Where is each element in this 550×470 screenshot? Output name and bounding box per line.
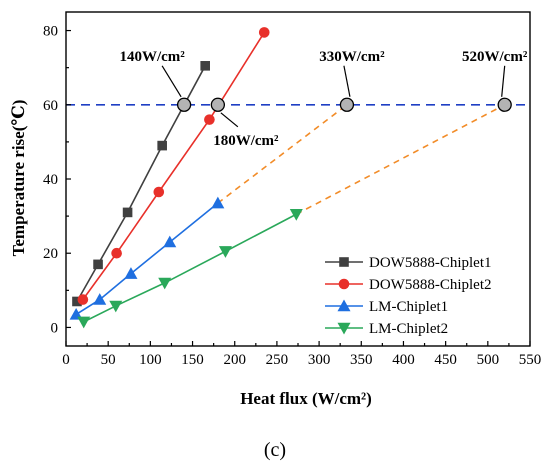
x-tick-label: 200 [223,352,246,368]
data-point [163,235,177,248]
series-dow5888-chiplet1 [72,61,210,307]
figure-caption: (c) [264,439,286,461]
annotation-arrow [161,65,182,98]
legend-marker [337,299,351,312]
x-tick-label: 0 [62,352,70,368]
data-point [289,209,303,221]
data-point [93,293,107,305]
axes: 0 50 100 150 200 250 300 350 400 450 500 550 0 20 40 60… [43,11,542,368]
annotation-label: 180W/cm² [213,133,279,149]
legend-label: DOW5888-Chiplet1 [369,255,491,271]
x-tick-label: 500 [477,352,500,368]
x-tick-label: 400 [392,352,415,368]
data-point [211,196,225,209]
series-layer [69,27,303,329]
data-point [72,296,82,307]
legend: DOW5888-Chiplet1 DOW5888-Chiplet2 LM-Chipl… [325,255,491,337]
legend-item: LM-Chiplet1 [325,299,448,315]
y-tick-label: 60 [43,98,58,114]
extrapolation-line [217,104,348,204]
series-lm-chiplet1 [69,196,225,320]
intersection-marker [210,97,226,112]
data-point [124,267,138,279]
legend-marker [338,278,350,290]
annotation-label: 520W/cm² [462,49,528,65]
data-point [153,186,165,198]
data-point [158,277,172,290]
y-tick-label: 0 [51,320,59,336]
legend-label: DOW5888-Chiplet2 [369,277,491,293]
x-tick-label: 550 [519,352,542,368]
annotation-arrow [343,65,351,97]
legend-label: LM-Chiplet1 [369,299,448,315]
legend-item: LM-Chiplet2 [325,321,448,337]
x-tick-label: 250 [266,352,289,368]
annotation-arrow [220,112,239,128]
y-axis-title: Temperature rise(℃) [9,100,28,257]
x-axis-title: Heat flux (W/cm²) [240,389,372,408]
series-line [82,31,265,301]
extrapolation-lines [217,104,506,215]
series-dow5888-chiplet2 [77,27,270,305]
series-lm-chiplet2 [77,209,303,329]
data-point [200,61,210,71]
data-point [109,300,123,313]
legend-marker [339,257,349,267]
legend-label: LM-Chiplet2 [369,321,448,337]
data-point [258,27,270,38]
x-tick-label: 450 [434,352,457,368]
x-tick-label: 50 [101,352,116,368]
data-point [111,247,122,259]
x-tick-label: 300 [308,352,331,368]
x-tick-label: 100 [139,352,162,368]
x-tick-label: 350 [350,352,373,368]
data-point [93,259,103,270]
legend-marker [337,322,351,335]
x-tick-label: 150 [181,352,204,368]
data-point [77,294,89,305]
annotation-label: 140W/cm² [119,49,185,65]
y-tick-label: 80 [43,24,58,40]
data-point [157,140,167,151]
data-point [204,114,215,125]
legend-item: DOW5888-Chiplet2 [325,277,491,293]
y-tick-label: 40 [43,172,58,188]
y-tick-label: 20 [43,246,58,262]
legend-item: DOW5888-Chiplet1 [325,255,491,271]
annotation-arrow [501,65,506,97]
data-point [218,246,232,258]
extrapolation-line [295,104,506,215]
intersection-marker [339,97,355,112]
data-point [77,316,91,329]
intersection-marker [176,97,192,112]
intersection-marker [497,97,512,112]
annotation-label: 330W/cm² [319,49,385,65]
annotation-layer: 140W/cm² 180W/cm² 330W/cm² 520W/cm² [119,49,527,149]
data-point [122,207,133,218]
